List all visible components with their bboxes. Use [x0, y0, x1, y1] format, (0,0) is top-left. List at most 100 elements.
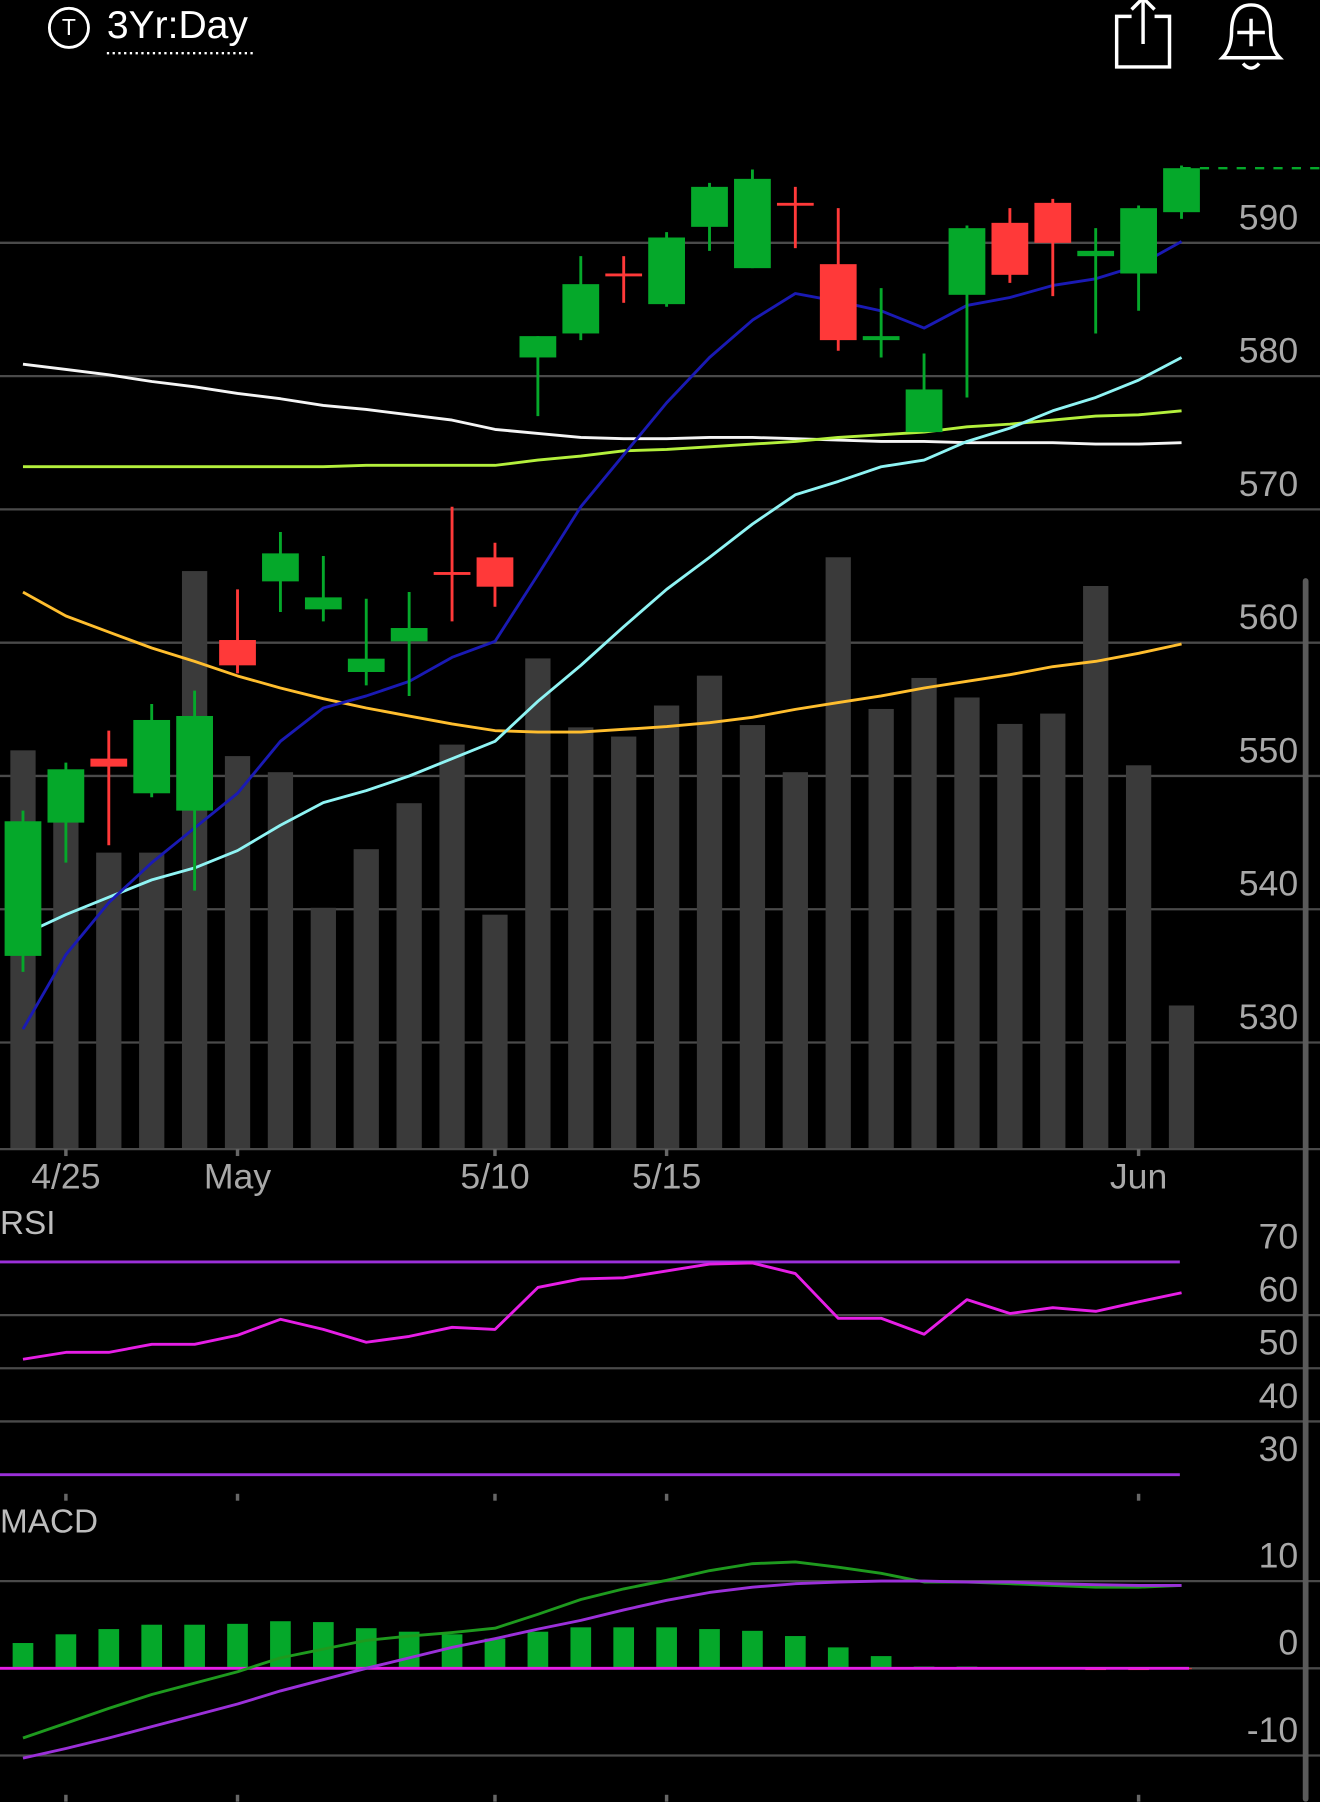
moving-average [22, 356, 1183, 936]
volume-bar [611, 736, 637, 1150]
y-tick-label: 540 [1239, 864, 1298, 904]
volume-bar [568, 727, 594, 1150]
candle-body [262, 553, 299, 582]
histogram-bar [656, 1627, 677, 1669]
bell-plus [1237, 18, 1265, 47]
indicator-line [22, 1261, 1182, 1361]
candle-body [948, 228, 986, 295]
y-tick-label: 10 [1259, 1536, 1299, 1576]
candle-body [304, 597, 342, 610]
header: T 3Yr:Day [47, 0, 1284, 70]
volume-bar [139, 852, 165, 1150]
volume-bar [954, 697, 980, 1150]
y-tick-label: 530 [1239, 997, 1298, 1037]
candle-body [1077, 250, 1115, 257]
candle-body [4, 821, 42, 956]
macd-line [22, 1579, 1182, 1760]
histogram-bar [441, 1634, 463, 1669]
histogram-bar [870, 1656, 892, 1669]
y-tick-label: 580 [1239, 331, 1298, 371]
candle-body [648, 237, 685, 305]
x-tick-label: 5/15 [632, 1156, 701, 1196]
volume-bar [1040, 713, 1066, 1150]
volume-bar [911, 677, 937, 1150]
x-tick-label: 5/10 [460, 1156, 529, 1196]
histogram-bar [141, 1624, 163, 1669]
macd-title: MACD [0, 1503, 98, 1540]
histogram-bar [355, 1628, 377, 1669]
volume-bar [267, 772, 294, 1150]
candle-body [991, 222, 1029, 275]
scrollbar[interactable] [1302, 578, 1309, 1802]
bell [1218, 3, 1284, 60]
candle-body [905, 389, 943, 433]
y-tick-label: 560 [1239, 597, 1298, 637]
y-tick-label: 50 [1259, 1323, 1299, 1363]
volume-bar [224, 756, 251, 1150]
volume-bar [310, 907, 336, 1150]
share-button[interactable] [1114, 0, 1172, 69]
histogram-bar [827, 1647, 849, 1669]
volume-bar [1168, 1005, 1195, 1150]
volume-bar [439, 744, 465, 1150]
histogram-bar [527, 1631, 549, 1669]
y-tick-label: 70 [1259, 1216, 1299, 1256]
candle-body [819, 264, 857, 341]
candle-body [390, 628, 428, 642]
histogram-bar [184, 1624, 205, 1669]
candle-body [519, 336, 557, 358]
moving-average [21, 240, 1183, 1030]
histogram-bar [227, 1623, 248, 1669]
volume-bar [653, 705, 680, 1150]
histogram-bar [312, 1622, 334, 1669]
volume-bar [353, 849, 379, 1150]
rsi-title: RSI [0, 1205, 56, 1242]
histogram-bar [484, 1638, 506, 1669]
volume-bar [997, 723, 1023, 1150]
moving-average [22, 590, 1182, 734]
share-box [1114, 14, 1172, 69]
moving-average [22, 362, 1182, 446]
volume-bar [696, 675, 723, 1150]
candle-body [90, 758, 128, 767]
candle-body [219, 640, 256, 666]
timeframe-icon[interactable] [47, 6, 90, 49]
histogram-bar [98, 1629, 120, 1669]
histogram-bar [12, 1643, 34, 1669]
candle-body [691, 186, 728, 227]
candle-body [347, 658, 385, 672]
histogram-bar [742, 1630, 763, 1669]
volume-bar [1083, 586, 1109, 1150]
candle-body [476, 557, 514, 587]
y-tick-label: 40 [1259, 1376, 1299, 1416]
candle-body [1120, 208, 1157, 274]
timeframe-title[interactable]: 3Yr:Day [107, 4, 249, 47]
bell-clapper [1241, 62, 1261, 70]
y-tick-label: 30 [1259, 1429, 1299, 1469]
alert-button[interactable] [1218, 3, 1284, 70]
moving-average [22, 409, 1182, 469]
share-arrow [1130, 0, 1156, 44]
y-tick-label: 570 [1239, 464, 1298, 504]
candle-body [47, 769, 85, 823]
candle-body [1034, 202, 1072, 243]
y-tick-label: 0 [1278, 1623, 1298, 1663]
y-tick-label: 60 [1259, 1270, 1299, 1310]
volume-bar [739, 725, 766, 1150]
volume-bar [825, 557, 851, 1150]
histogram-bar [699, 1629, 720, 1669]
candle-body [433, 572, 471, 575]
histogram-bar [570, 1627, 592, 1669]
timeframe-icon-label: T [62, 14, 76, 40]
candle-body [1163, 168, 1200, 213]
candle-body [776, 202, 814, 206]
histogram-bar [55, 1634, 77, 1669]
x-tick-label: May [204, 1156, 271, 1196]
y-tick-label: 550 [1239, 730, 1298, 770]
volume-bar [868, 708, 894, 1150]
y-tick-label: -10 [1247, 1710, 1298, 1750]
y-tick-label: 590 [1239, 197, 1298, 237]
candle-body [734, 178, 771, 269]
volume-bar [1125, 765, 1152, 1150]
